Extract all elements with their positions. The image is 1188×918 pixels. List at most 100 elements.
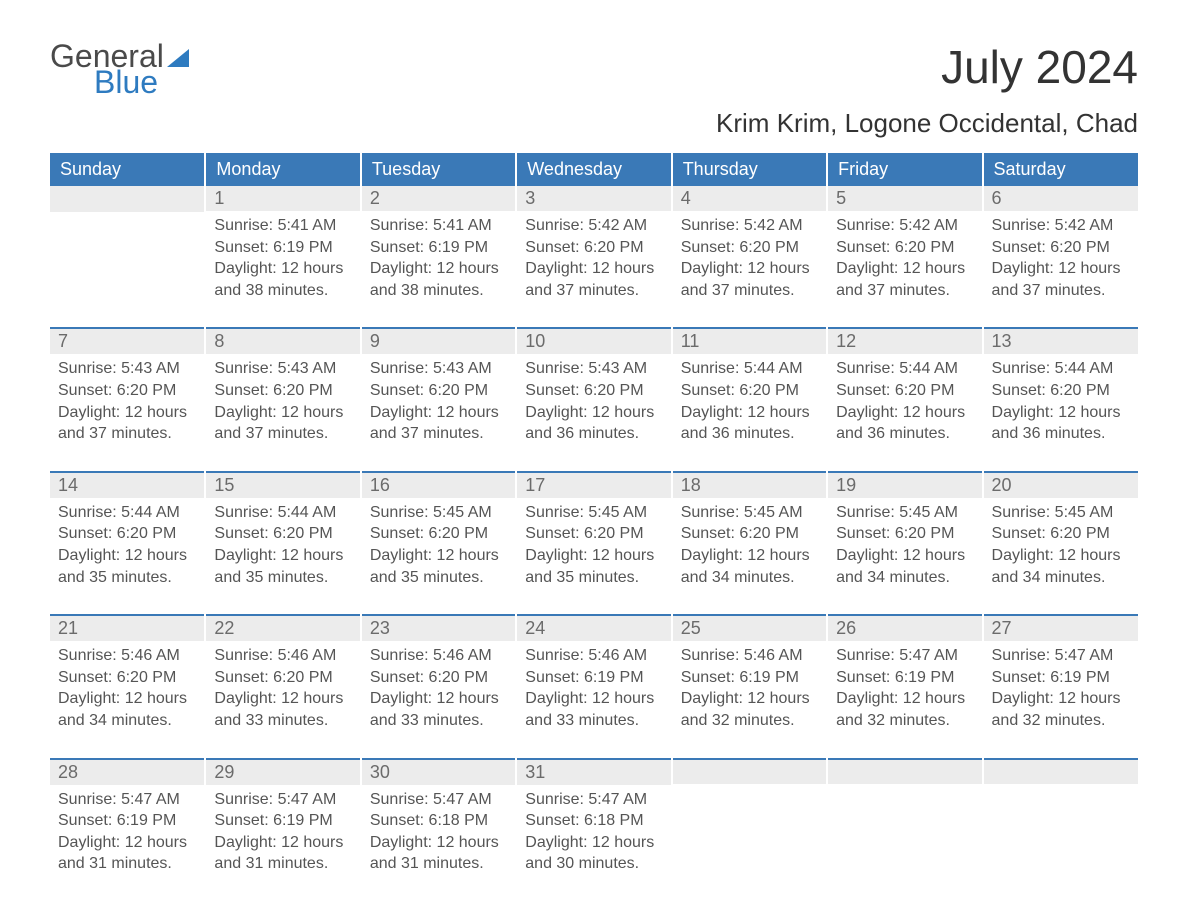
daylight-text: Daylight: 12 hours and 35 minutes. xyxy=(214,545,351,588)
sunrise-text: Sunrise: 5:44 AM xyxy=(58,502,196,524)
sunrise-text: Sunrise: 5:43 AM xyxy=(370,358,507,380)
daylight-text: Daylight: 12 hours and 35 minutes. xyxy=(525,545,662,588)
calendar-day-cell: 9Sunrise: 5:43 AMSunset: 6:20 PMDaylight… xyxy=(361,327,516,470)
sunrise-text: Sunrise: 5:43 AM xyxy=(214,358,351,380)
day-number-bar: 3 xyxy=(517,186,670,211)
day-body: Sunrise: 5:44 AMSunset: 6:20 PMDaylight:… xyxy=(984,354,1138,470)
daylight-text: Daylight: 12 hours and 37 minutes. xyxy=(214,402,351,445)
sunrise-text: Sunrise: 5:47 AM xyxy=(370,789,507,811)
daylight-text: Daylight: 12 hours and 32 minutes. xyxy=(836,688,973,731)
calendar-day-cell: 28Sunrise: 5:47 AMSunset: 6:19 PMDayligh… xyxy=(50,758,205,901)
calendar-day-cell: 26Sunrise: 5:47 AMSunset: 6:19 PMDayligh… xyxy=(827,614,982,757)
daylight-text: Daylight: 12 hours and 34 minutes. xyxy=(681,545,818,588)
daylight-text: Daylight: 12 hours and 34 minutes. xyxy=(836,545,973,588)
sunset-text: Sunset: 6:20 PM xyxy=(214,667,351,689)
sunrise-text: Sunrise: 5:44 AM xyxy=(681,358,818,380)
location-subtitle: Krim Krim, Logone Occidental, Chad xyxy=(50,108,1138,139)
calendar-day-cell xyxy=(983,758,1138,901)
day-body: Sunrise: 5:43 AMSunset: 6:20 PMDaylight:… xyxy=(362,354,515,470)
sunset-text: Sunset: 6:20 PM xyxy=(681,523,818,545)
day-number-bar: 30 xyxy=(362,758,515,785)
calendar-day-cell: 23Sunrise: 5:46 AMSunset: 6:20 PMDayligh… xyxy=(361,614,516,757)
daylight-text: Daylight: 12 hours and 33 minutes. xyxy=(525,688,662,731)
brand-triangle-icon xyxy=(167,49,189,67)
daylight-text: Daylight: 12 hours and 37 minutes. xyxy=(992,258,1130,301)
calendar-day-cell: 2Sunrise: 5:41 AMSunset: 6:19 PMDaylight… xyxy=(361,186,516,327)
daylight-text: Daylight: 12 hours and 31 minutes. xyxy=(370,832,507,875)
sunrise-text: Sunrise: 5:42 AM xyxy=(836,215,973,237)
day-number-bar: 17 xyxy=(517,471,670,498)
daylight-text: Daylight: 12 hours and 31 minutes. xyxy=(58,832,196,875)
brand-logo: General Blue xyxy=(50,40,189,98)
sunset-text: Sunset: 6:19 PM xyxy=(525,667,662,689)
day-body: Sunrise: 5:46 AMSunset: 6:20 PMDaylight:… xyxy=(362,641,515,757)
day-number-bar: 11 xyxy=(673,327,826,354)
calendar-day-cell: 11Sunrise: 5:44 AMSunset: 6:20 PMDayligh… xyxy=(672,327,827,470)
calendar-day-cell: 13Sunrise: 5:44 AMSunset: 6:20 PMDayligh… xyxy=(983,327,1138,470)
day-number-bar: 26 xyxy=(828,614,981,641)
calendar-day-cell: 20Sunrise: 5:45 AMSunset: 6:20 PMDayligh… xyxy=(983,471,1138,614)
sunset-text: Sunset: 6:19 PM xyxy=(370,237,507,259)
day-body: Sunrise: 5:45 AMSunset: 6:20 PMDaylight:… xyxy=(517,498,670,614)
sunset-text: Sunset: 6:19 PM xyxy=(836,667,973,689)
day-number-bar: 6 xyxy=(984,186,1138,211)
sunset-text: Sunset: 6:20 PM xyxy=(370,523,507,545)
day-body: Sunrise: 5:42 AMSunset: 6:20 PMDaylight:… xyxy=(984,211,1138,327)
sunrise-text: Sunrise: 5:46 AM xyxy=(681,645,818,667)
sunrise-text: Sunrise: 5:47 AM xyxy=(58,789,196,811)
sunset-text: Sunset: 6:19 PM xyxy=(214,810,351,832)
header-row: General Blue July 2024 xyxy=(50,40,1138,98)
day-body: Sunrise: 5:44 AMSunset: 6:20 PMDaylight:… xyxy=(50,498,204,614)
weekday-header: Friday xyxy=(827,153,982,186)
sunset-text: Sunset: 6:20 PM xyxy=(370,667,507,689)
sunset-text: Sunset: 6:20 PM xyxy=(836,380,973,402)
sunrise-text: Sunrise: 5:46 AM xyxy=(370,645,507,667)
sunset-text: Sunset: 6:18 PM xyxy=(525,810,662,832)
day-body: Sunrise: 5:47 AMSunset: 6:18 PMDaylight:… xyxy=(517,785,670,901)
sunset-text: Sunset: 6:20 PM xyxy=(992,380,1130,402)
calendar-day-cell xyxy=(827,758,982,901)
sunrise-text: Sunrise: 5:43 AM xyxy=(525,358,662,380)
sunset-text: Sunset: 6:20 PM xyxy=(58,667,196,689)
month-title: July 2024 xyxy=(941,40,1138,94)
day-number-bar xyxy=(828,758,981,784)
daylight-text: Daylight: 12 hours and 36 minutes. xyxy=(836,402,973,445)
sunset-text: Sunset: 6:20 PM xyxy=(681,380,818,402)
calendar-week-row: 14Sunrise: 5:44 AMSunset: 6:20 PMDayligh… xyxy=(50,471,1138,614)
daylight-text: Daylight: 12 hours and 37 minutes. xyxy=(58,402,196,445)
sunrise-text: Sunrise: 5:42 AM xyxy=(525,215,662,237)
weekday-header: Tuesday xyxy=(361,153,516,186)
day-number-bar: 13 xyxy=(984,327,1138,354)
day-body: Sunrise: 5:44 AMSunset: 6:20 PMDaylight:… xyxy=(206,498,359,614)
sunset-text: Sunset: 6:20 PM xyxy=(525,523,662,545)
calendar-day-cell: 22Sunrise: 5:46 AMSunset: 6:20 PMDayligh… xyxy=(205,614,360,757)
daylight-text: Daylight: 12 hours and 33 minutes. xyxy=(214,688,351,731)
sunset-text: Sunset: 6:19 PM xyxy=(58,810,196,832)
day-body: Sunrise: 5:46 AMSunset: 6:19 PMDaylight:… xyxy=(517,641,670,757)
day-body: Sunrise: 5:45 AMSunset: 6:20 PMDaylight:… xyxy=(984,498,1138,614)
sunrise-text: Sunrise: 5:44 AM xyxy=(992,358,1130,380)
day-body: Sunrise: 5:45 AMSunset: 6:20 PMDaylight:… xyxy=(673,498,826,614)
calendar-day-cell xyxy=(672,758,827,901)
day-number-bar: 10 xyxy=(517,327,670,354)
daylight-text: Daylight: 12 hours and 35 minutes. xyxy=(58,545,196,588)
brand-line2: Blue xyxy=(94,66,189,98)
daylight-text: Daylight: 12 hours and 36 minutes. xyxy=(525,402,662,445)
day-body: Sunrise: 5:47 AMSunset: 6:19 PMDaylight:… xyxy=(828,641,981,757)
day-body: Sunrise: 5:44 AMSunset: 6:20 PMDaylight:… xyxy=(828,354,981,470)
sunset-text: Sunset: 6:20 PM xyxy=(58,523,196,545)
sunrise-text: Sunrise: 5:42 AM xyxy=(681,215,818,237)
daylight-text: Daylight: 12 hours and 38 minutes. xyxy=(370,258,507,301)
day-number-bar: 31 xyxy=(517,758,670,785)
calendar-day-cell: 16Sunrise: 5:45 AMSunset: 6:20 PMDayligh… xyxy=(361,471,516,614)
sunrise-text: Sunrise: 5:46 AM xyxy=(58,645,196,667)
day-number-bar: 20 xyxy=(984,471,1138,498)
calendar-day-cell: 6Sunrise: 5:42 AMSunset: 6:20 PMDaylight… xyxy=(983,186,1138,327)
calendar-week-row: 28Sunrise: 5:47 AMSunset: 6:19 PMDayligh… xyxy=(50,758,1138,901)
day-number-bar: 21 xyxy=(50,614,204,641)
sunset-text: Sunset: 6:20 PM xyxy=(525,380,662,402)
sunset-text: Sunset: 6:19 PM xyxy=(681,667,818,689)
calendar-day-cell: 31Sunrise: 5:47 AMSunset: 6:18 PMDayligh… xyxy=(516,758,671,901)
day-body: Sunrise: 5:47 AMSunset: 6:19 PMDaylight:… xyxy=(206,785,359,901)
sunset-text: Sunset: 6:19 PM xyxy=(214,237,351,259)
